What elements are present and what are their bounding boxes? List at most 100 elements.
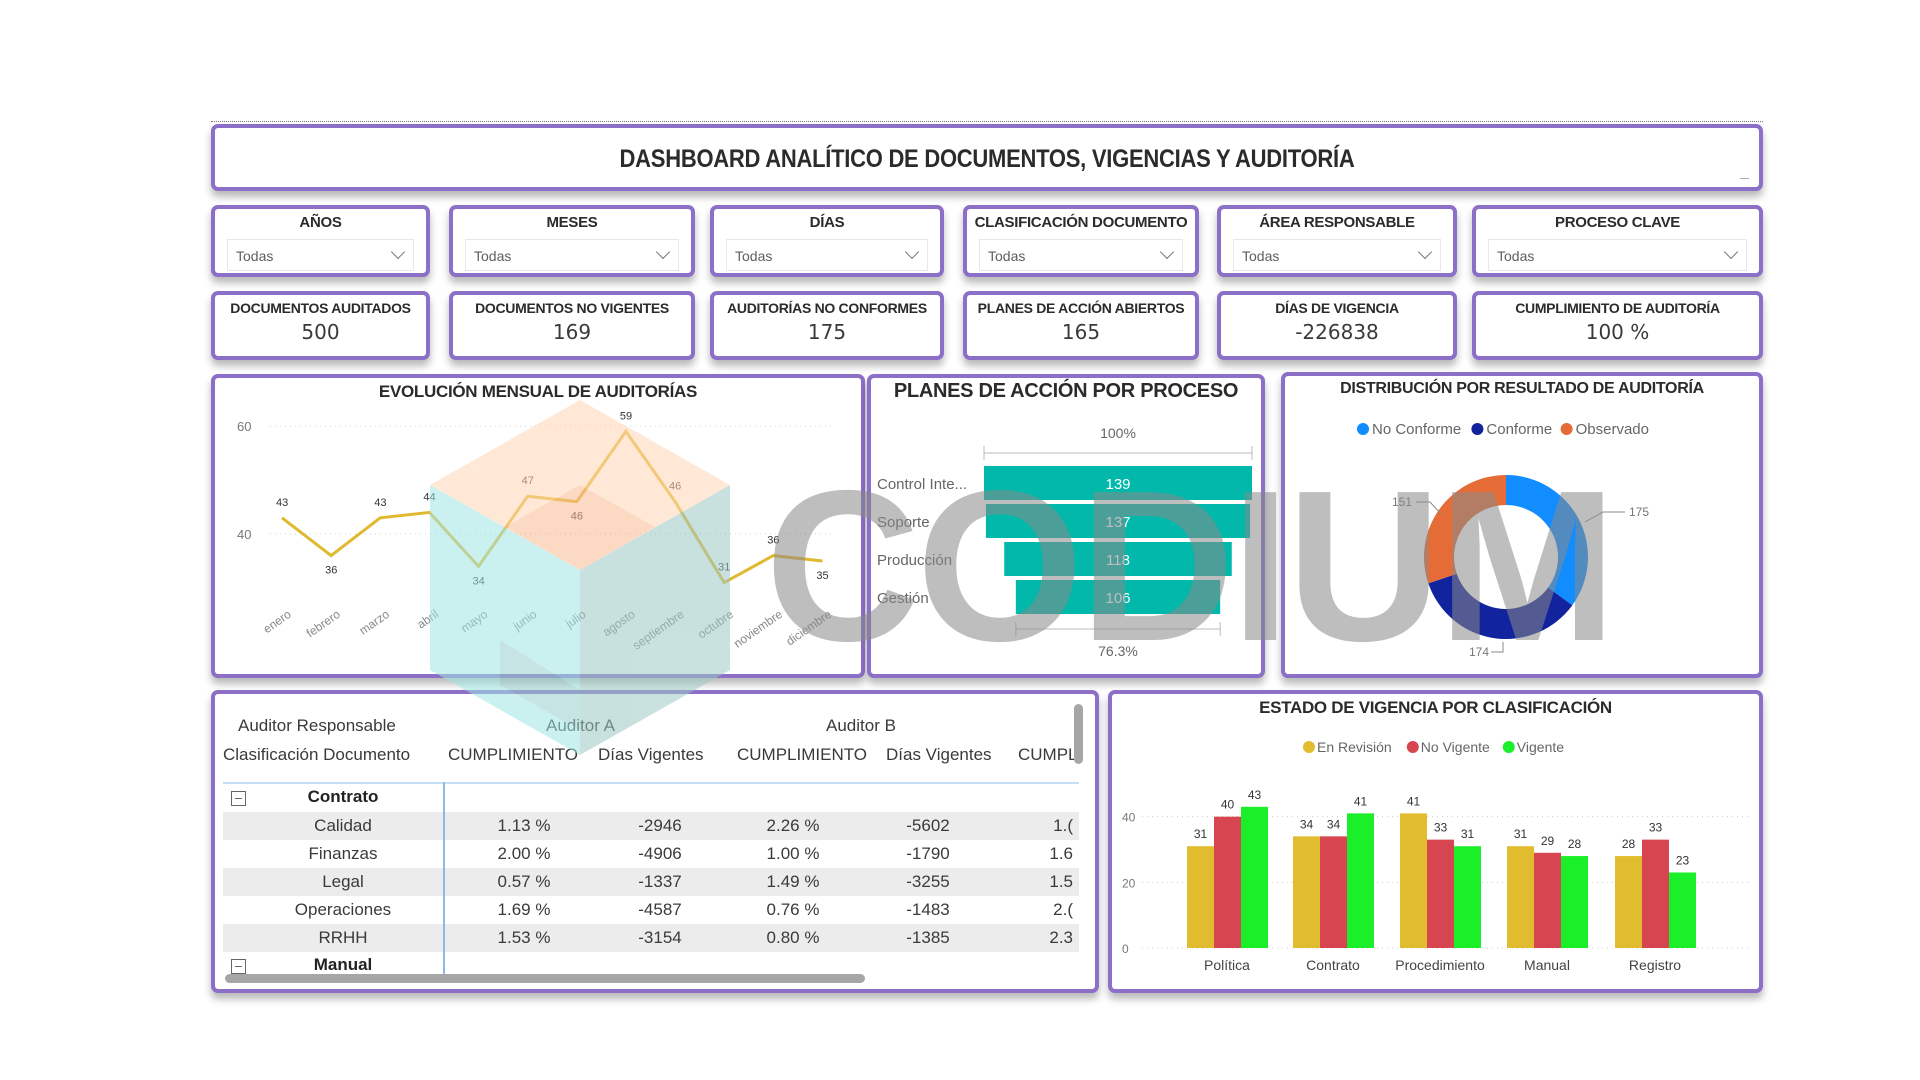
measure-header[interactable]: Días Vigentes (886, 745, 992, 764)
svg-text:31: 31 (1194, 827, 1208, 841)
svg-text:28: 28 (1622, 837, 1636, 851)
kpi-card-1: DOCUMENTOS NO VIGENTES 169 (449, 291, 695, 360)
table-cell: -1483 (906, 900, 950, 919)
slicer-dropdown[interactable]: Todas (227, 239, 414, 271)
svg-text:41: 41 (1407, 794, 1421, 808)
table-cell: -3255 (906, 872, 950, 891)
measure-header[interactable]: CUMPL (1018, 745, 1078, 764)
slicer-dropdown[interactable]: Todas (1233, 239, 1441, 271)
svg-text:35: 35 (816, 570, 828, 582)
svg-text:Conforme: Conforme (1486, 421, 1552, 438)
svg-text:abril: abril (414, 607, 441, 631)
table-cell: 0.57 % (497, 872, 551, 891)
svg-text:mayo: mayo (458, 607, 490, 635)
column-group-header: Auditor A (546, 716, 615, 735)
chart-title: DISTRIBUCIÓN POR RESULTADO DE AUDITORÍA (1340, 380, 1704, 397)
table-cell: -1385 (906, 928, 950, 947)
table-cell: -3154 (638, 928, 682, 947)
kpi-card-3: PLANES DE ACCIÓN ABIERTOS 165 (963, 291, 1199, 360)
slicer-value: Todas (236, 248, 274, 264)
svg-text:40: 40 (1122, 811, 1136, 825)
table-cell: 1.53 % (497, 928, 551, 947)
table-cell: -1337 (638, 872, 682, 891)
table-cell: -5602 (906, 816, 950, 835)
chevron-down-icon (1159, 244, 1175, 260)
validity-status-bar-chart[interactable]: ESTADO DE VIGENCIA POR CLASIFICACIÓN En … (1108, 690, 1763, 993)
collapse-icon[interactable] (231, 791, 246, 806)
svg-text:junio: junio (510, 607, 540, 634)
measure-header[interactable]: CUMPLIMIENTO (448, 745, 579, 764)
slicer-label: PROCESO CLAVE (1554, 214, 1680, 231)
kpi-value: 100 % (1585, 320, 1650, 344)
svg-text:60: 60 (237, 419, 251, 434)
svg-text:31: 31 (1514, 827, 1528, 841)
slicer-dropdown[interactable]: Todas (1488, 239, 1747, 271)
slicer-value: Todas (988, 248, 1026, 264)
table-cell: -4587 (638, 900, 682, 919)
monthly-audits-line-chart[interactable]: EVOLUCIÓN MENSUAL DE AUDITORÍAS 40 60 43 36… (211, 374, 865, 678)
svg-text:23: 23 (1676, 853, 1690, 867)
row-header-divider (443, 782, 445, 980)
svg-text:No Conforme: No Conforme (1372, 421, 1461, 438)
kpi-value: 169 (552, 320, 592, 344)
table-cell: 1.69 % (497, 900, 551, 919)
slicer-label: DÍAS (809, 214, 845, 231)
svg-text:0: 0 (1122, 942, 1129, 956)
svg-text:46: 46 (571, 511, 583, 523)
kpi-card-5: CUMPLIMIENTO DE AUDITORÍA 100 % (1472, 291, 1763, 360)
chevron-down-icon (655, 244, 671, 260)
slicer-label: MESES (546, 214, 598, 231)
chart-title: PLANES DE ACCIÓN POR PROCESO (893, 380, 1239, 402)
chart-title: EVOLUCIÓN MENSUAL DE AUDITORÍAS (378, 382, 698, 401)
svg-text:No Vigente: No Vigente (1421, 739, 1490, 755)
row-label: RRHH (318, 928, 368, 947)
chevron-down-icon (904, 244, 920, 260)
svg-text:43: 43 (374, 497, 386, 509)
vertical-scrollbar[interactable] (1074, 704, 1083, 764)
auditor-matrix-table[interactable]: Auditor Responsable Clasificación Documen… (211, 690, 1099, 993)
svg-text:40: 40 (1221, 798, 1235, 812)
kpi-label: DOCUMENTOS NO VIGENTES (475, 300, 669, 316)
funnel-plot: 100% 139 Control Inte... 137 Soporte 118 Produ… (877, 425, 1253, 659)
slicer-dropdown[interactable]: Todas (726, 239, 928, 271)
slicer-1: MESES Todas (449, 205, 695, 277)
group-label: Contrato (307, 787, 379, 806)
chevron-down-icon (390, 244, 406, 260)
table-cell: 1.6 (1049, 844, 1073, 863)
svg-text:33: 33 (1434, 821, 1448, 835)
table-cell: 1.5 (1049, 872, 1073, 891)
svg-text:Control Inte...: Control Inte... (877, 476, 967, 493)
action-plans-funnel-chart[interactable]: PLANES DE ACCIÓN POR PROCESO 100% 139 Cont… (867, 374, 1265, 678)
table-cell: 2.26 % (766, 816, 820, 835)
donut-plot: No Conforme Conforme Observado 175 174 151 (1357, 421, 1649, 659)
group-label: Manual (313, 955, 373, 974)
svg-text:Gestión: Gestión (877, 590, 929, 607)
svg-text:59: 59 (620, 410, 632, 422)
svg-text:139: 139 (1105, 476, 1130, 493)
table-row (223, 868, 1079, 896)
table-cell: -4906 (638, 844, 682, 863)
slicer-dropdown[interactable]: Todas (979, 239, 1183, 271)
svg-text:118: 118 (1106, 552, 1130, 569)
horizontal-scrollbar[interactable] (225, 974, 865, 983)
header-divider (223, 782, 1079, 784)
svg-text:Soporte: Soporte (877, 514, 930, 531)
collapse-icon[interactable] (231, 959, 246, 974)
slicer-dropdown[interactable]: Todas (465, 239, 679, 271)
line-chart-plot: 40 60 43 36 43 44 34 47 46 59 46 31 36 35 enero febrero… (237, 410, 835, 653)
slicer-value: Todas (1497, 248, 1535, 264)
table-row (223, 812, 1079, 840)
bar-chart-plot: En Revisión No Vigente Vigente 0 20 40 31 40 43 P… (1122, 739, 1752, 973)
audit-result-donut-chart[interactable]: DISTRIBUCIÓN POR RESULTADO DE AUDITORÍA … (1281, 372, 1763, 678)
column-group-header: Auditor B (826, 716, 896, 735)
measure-header[interactable]: Días Vigentes (598, 745, 704, 764)
svg-text:44: 44 (423, 491, 435, 503)
svg-text:47: 47 (522, 475, 534, 487)
kpi-label: PLANES DE ACCIÓN ABIERTOS (977, 300, 1185, 316)
chevron-down-icon (1723, 244, 1739, 260)
table-cell: -1790 (906, 844, 950, 863)
slicer-4: ÁREA RESPONSABLE Todas (1217, 205, 1457, 277)
measure-header[interactable]: CUMPLIMIENTO (737, 745, 868, 764)
kpi-label: DÍAS DE VIGENCIA (1275, 300, 1399, 316)
kpi-label: AUDITORÍAS NO CONFORMES (727, 300, 927, 316)
